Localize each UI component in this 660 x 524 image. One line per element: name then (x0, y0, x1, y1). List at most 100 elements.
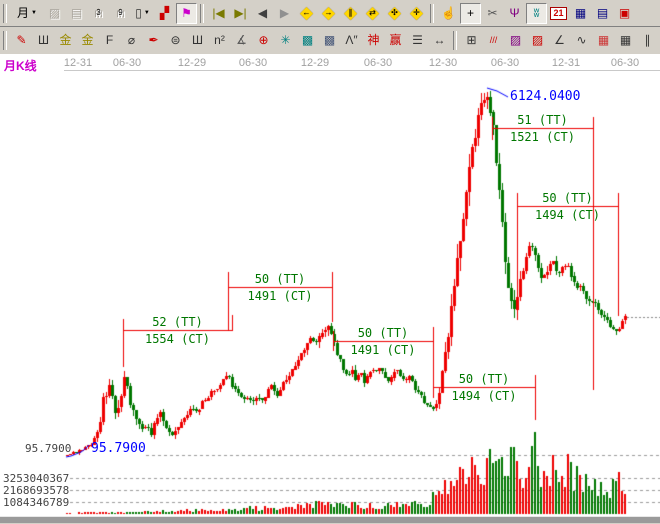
zigzag-wave-button[interactable]: ∿ (571, 30, 592, 51)
period-label: 月K线 (4, 59, 37, 73)
n-squared-button[interactable]: n² (209, 30, 230, 51)
nav-first-icon: |◀ (212, 6, 225, 20)
web-box-button[interactable]: ▩ (319, 30, 340, 51)
golden-section-icon: 金 (59, 33, 72, 47)
ma-3-icon: ılı (93, 6, 104, 20)
chart-color-style-button[interactable]: ⚑ (176, 2, 197, 24)
target-circle-button[interactable]: ⊕ (253, 30, 274, 51)
kline-tool-button[interactable]: Λ″ (341, 30, 362, 51)
angle-fan-button[interactable]: ∠ (549, 30, 570, 51)
marker-pen-button[interactable]: ✒ (143, 30, 164, 51)
pattern-overlay-button: ▨ (44, 3, 65, 24)
zoom-left-button[interactable]: ◆ ← (296, 3, 317, 24)
zoom-right-icon: ◆ (321, 3, 336, 22)
overlay-glyph: ✣ (391, 8, 398, 17)
golden-section-button[interactable]: 金 (55, 30, 76, 51)
measure-label-ct: 1494 (CT) (534, 208, 601, 222)
pencil-tool-button[interactable]: ✎ (11, 30, 32, 51)
web-chart-button[interactable]: ✳ (275, 30, 296, 51)
marker-pen-icon: ✒ (148, 33, 159, 47)
crosshair-tool-button[interactable]: + (460, 2, 481, 24)
angle-ruler-icon: ∡ (236, 33, 247, 47)
comb-tool-button[interactable]: Ш (187, 30, 208, 51)
calculator-button[interactable]: ▦ (570, 3, 591, 24)
nav-last-button[interactable]: ▶| (230, 3, 251, 24)
nav-first-button[interactable]: |◀ (208, 3, 229, 24)
period-month-button[interactable]: 月 ▼ (11, 3, 43, 24)
measure-label-tt: 50 (TT) (254, 272, 306, 286)
golden-ratio-icon: 金 (81, 33, 94, 47)
composite-index-icon: ▞ (159, 6, 170, 20)
formula-tool-icon: ʬ (533, 6, 540, 20)
candle-style-button[interactable]: ▯ ▼ (132, 3, 153, 24)
zoom-lock-icon: ◆ (343, 3, 358, 22)
calendar-button[interactable]: 21 (548, 3, 569, 24)
gann-box-button[interactable]: ▨ (505, 30, 526, 51)
ma-3-button: ılı 3 (88, 3, 109, 24)
golden-ratio-button[interactable]: 金 (77, 30, 98, 51)
toolbar-separator (3, 3, 7, 23)
date-tick-label: 12-30 (428, 57, 458, 69)
toolbar-separator (200, 3, 204, 23)
hand-tool-icon: ☝ (441, 6, 456, 20)
ying-tool-icon: 赢 (389, 33, 402, 47)
erase-tool-button[interactable]: ✂ (482, 3, 503, 24)
overlay-glyph: 9 (118, 8, 123, 17)
zoom-expand-button[interactable]: ◆ ✛ (406, 3, 427, 24)
date-tick-label: 12-29 (177, 57, 207, 69)
notes-button[interactable]: ▤ (592, 3, 613, 24)
toolbar-separator (430, 3, 434, 23)
composite-index-button[interactable]: ▞ (154, 3, 175, 24)
toolbar-separator (3, 30, 7, 50)
grid-axis-button[interactable]: ▦ (615, 30, 636, 51)
zoom-right-button[interactable]: ◆ → (318, 3, 339, 24)
nav-next-button[interactable]: ▶ (274, 3, 295, 24)
low-price-label-blue: 95.7900 (91, 441, 146, 456)
ying-tool-button[interactable]: 赢 (385, 30, 406, 51)
gann-line-button[interactable]: Ш (33, 30, 54, 51)
shen-tool-button[interactable]: 神 (363, 30, 384, 51)
zoom-swap-icon: ◆ (365, 3, 380, 22)
volume-axis-label: 2168693578 (3, 484, 70, 497)
notes-icon: ▤ (596, 6, 609, 20)
zoom-lock-button[interactable]: ◆ ∥ (340, 3, 361, 24)
bookmark-tool-button[interactable]: Ψ (504, 3, 525, 24)
measure-label-ct: 1521 (CT) (509, 130, 576, 144)
shen-tool-icon: 神 (367, 33, 380, 47)
hand-tool-button[interactable]: ☝ (438, 3, 459, 24)
zoom-all-icon: ◆ (387, 3, 402, 22)
gann-grid-button[interactable]: ▨ (527, 30, 548, 51)
gann-grid-icon: ▨ (531, 33, 544, 47)
angle-ruler-button[interactable]: ∡ (231, 30, 252, 51)
spiral-tool-button[interactable]: ⌀ (121, 30, 142, 51)
grid-red-button[interactable]: ▦ (593, 30, 614, 51)
volume-axis-label: 1084346789 (3, 496, 70, 509)
measure-label-ct: 1491 (CT) (350, 343, 416, 357)
cycle-circle-button[interactable]: ⊜ (165, 30, 186, 51)
ruler-123-button[interactable]: ☰ (407, 30, 428, 51)
width-measure-button[interactable]: ↔ (429, 30, 450, 51)
parallel-lines-button[interactable]: ∥ (637, 30, 658, 51)
gann-line-icon: Ш (38, 33, 49, 47)
fibonacci-icon: F (105, 33, 114, 47)
overlay-glyph: ✛ (413, 8, 420, 17)
web-grid-button[interactable]: ▩ (297, 30, 318, 51)
dropdown-arrow-icon: ▼ (31, 10, 37, 16)
gann-fan-icon: /// (489, 35, 498, 45)
nav-prev-icon: ◀ (257, 6, 268, 20)
horizontal-scrollbar[interactable] (0, 516, 660, 524)
frame-grid-button[interactable]: ⊞ (461, 30, 482, 51)
nav-prev-button[interactable]: ◀ (252, 3, 273, 24)
save-button[interactable]: ▣ (614, 3, 635, 24)
angle-fan-icon: ∠ (554, 33, 565, 47)
zoom-all-button[interactable]: ◆ ✣ (384, 3, 405, 24)
formula-tool-button[interactable]: ʬ (526, 2, 547, 24)
zoom-swap-button[interactable]: ◆ ⇄ (362, 3, 383, 24)
fibonacci-button[interactable]: F (99, 30, 120, 51)
overlay-glyph: ⇄ (369, 8, 376, 17)
gann-fan-button[interactable]: /// (483, 30, 504, 51)
date-tick-label: 06-30 (610, 57, 640, 69)
